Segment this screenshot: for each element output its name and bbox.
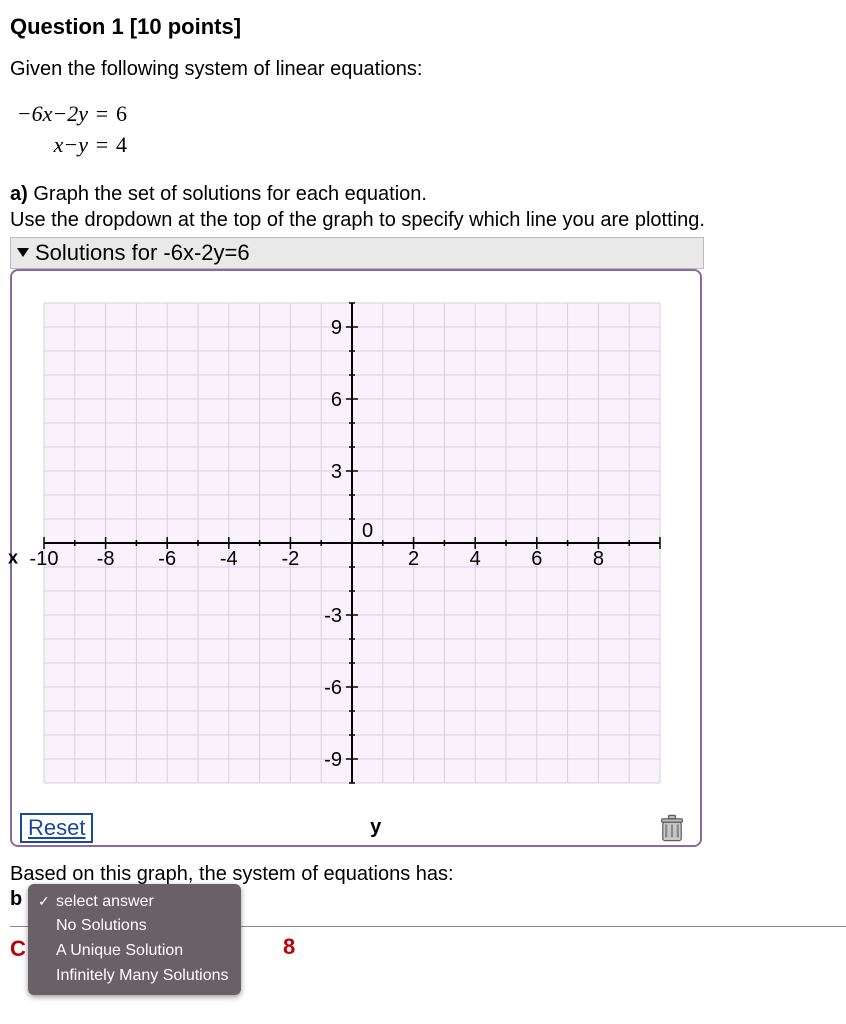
eq1-sign: = [88, 99, 116, 130]
svg-text:-9: -9 [324, 749, 342, 771]
eq2-sign: = [88, 130, 116, 161]
answer-option-1[interactable]: No Solutions [38, 914, 229, 939]
part-b-label: b [10, 888, 22, 911]
svg-text:-6: -6 [324, 677, 342, 699]
answer-option-3-label: Infinitely Many Solutions [56, 964, 229, 989]
chevron-down-icon [17, 248, 29, 257]
eq1-rhs: 6 [116, 99, 127, 130]
svg-text:9: 9 [331, 317, 342, 339]
answer-option-0-label: select answer [56, 890, 154, 915]
equation-system: −6x−2y = 6 x−y = 4 [10, 99, 836, 161]
part-a-line1: Graph the set of solutions for each equa… [28, 183, 427, 205]
answer-area: b C 8 select answer No Solutions A Uniqu… [10, 886, 836, 966]
answer-option-2-label: A Unique Solution [56, 939, 183, 964]
trailing-8: 8 [283, 934, 295, 960]
eq2-rhs: 4 [116, 130, 127, 161]
svg-text:-3: -3 [324, 605, 342, 627]
x-axis-label: x [8, 547, 18, 568]
question-title: Question 1 [10 points] [10, 14, 836, 40]
part-a-instructions: a) Graph the set of solutions for each e… [10, 181, 836, 233]
equation-1: −6x−2y = 6 [10, 99, 836, 130]
graph-panel: x -10 -8 -6 -4 -2 0 2 4 6 8 9 6 3 -3 -6 -9 Reset y [10, 269, 702, 847]
answer-option-3[interactable]: Infinitely Many Solutions [38, 964, 229, 989]
svg-text:4: 4 [470, 548, 481, 570]
answer-option-2[interactable]: A Unique Solution [38, 939, 229, 964]
part-a-line2: Use the dropdown at the top of the graph… [10, 209, 705, 231]
svg-text:0: 0 [362, 520, 373, 542]
followup-prompt: Based on this graph, the system of equat… [10, 863, 836, 886]
reset-button[interactable]: Reset [20, 813, 93, 843]
coordinate-grid[interactable]: -10 -8 -6 -4 -2 0 2 4 6 8 9 6 3 -3 -6 -9 [16, 275, 688, 811]
svg-text:6: 6 [331, 389, 342, 411]
dropdown-label: Solutions for -6x-2y=6 [35, 240, 250, 266]
svg-text:-4: -4 [220, 548, 238, 570]
answer-option-1-label: No Solutions [56, 914, 147, 939]
eq1-lhs: −6x−2y [10, 99, 88, 130]
y-axis-label: y [370, 816, 381, 839]
eq2-lhs: x−y [10, 130, 88, 161]
equation-2: x−y = 4 [10, 130, 836, 161]
svg-text:2: 2 [408, 548, 419, 570]
svg-text:-2: -2 [282, 548, 300, 570]
svg-text:6: 6 [531, 548, 542, 570]
answer-dropdown-open[interactable]: select answer No Solutions A Unique Solu… [28, 884, 241, 995]
svg-text:-10: -10 [30, 548, 59, 570]
svg-text:8: 8 [593, 548, 604, 570]
svg-text:3: 3 [331, 461, 342, 483]
answer-option-selected[interactable]: select answer [38, 890, 229, 915]
equation-selector-dropdown[interactable]: Solutions for -6x-2y=6 [10, 237, 704, 269]
part-c-label: C [10, 936, 26, 962]
question-prompt: Given the following system of linear equ… [10, 58, 836, 81]
svg-text:-8: -8 [97, 548, 115, 570]
trash-icon[interactable] [658, 813, 686, 843]
svg-text:-6: -6 [158, 548, 176, 570]
part-a-label: a) [10, 183, 28, 205]
